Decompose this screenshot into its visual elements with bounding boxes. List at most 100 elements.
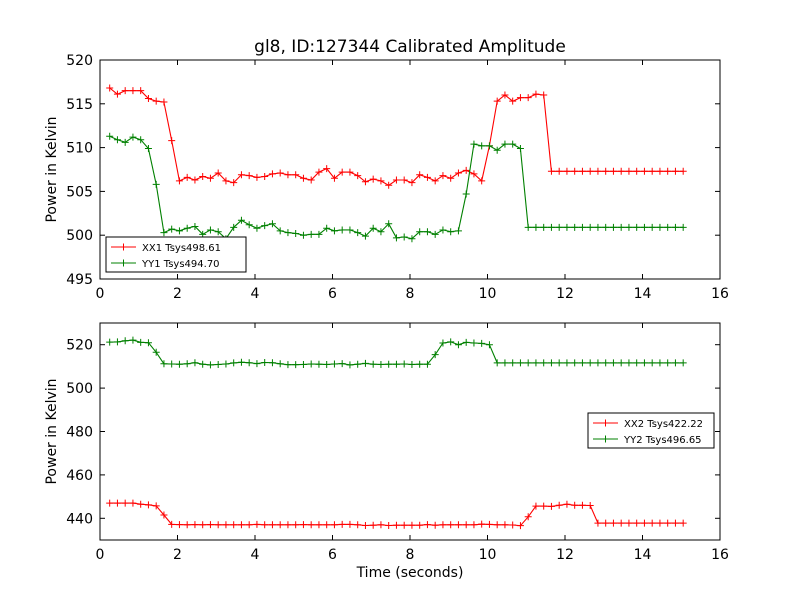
data-point (640, 519, 648, 527)
data-point (369, 224, 377, 232)
data-point (361, 178, 369, 186)
data-point (664, 223, 672, 231)
data-point (113, 136, 121, 144)
legend-box (587, 412, 715, 449)
data-point (245, 359, 253, 367)
data-point (633, 519, 641, 527)
data-point (323, 224, 331, 232)
data-point (633, 359, 641, 367)
data-point (532, 359, 540, 367)
data-point (571, 223, 579, 231)
data-point (253, 520, 261, 528)
data-point (679, 167, 687, 175)
data-point (315, 360, 323, 368)
data-point (547, 502, 555, 510)
data-point (586, 167, 594, 175)
data-point (555, 501, 563, 509)
data-point (299, 231, 307, 239)
data-point (377, 228, 385, 236)
data-point (292, 171, 300, 179)
data-point (237, 171, 245, 179)
data-point (183, 360, 191, 368)
data-point (284, 171, 292, 179)
data-point (299, 360, 307, 368)
data-point (640, 167, 648, 175)
data-point (640, 359, 648, 367)
data-point (121, 499, 129, 507)
y-tick-label: 505 (66, 184, 93, 200)
data-point (671, 519, 679, 527)
data-point (431, 230, 439, 238)
x-tick-label: 14 (634, 286, 652, 302)
data-point (671, 359, 679, 367)
data-point (408, 521, 416, 529)
data-point (439, 226, 447, 234)
x-tick-label: 4 (251, 547, 260, 563)
y-tick-label: 440 (66, 511, 93, 527)
data-point (230, 359, 238, 367)
data-point (199, 173, 207, 181)
data-point (594, 519, 602, 527)
data-point (191, 521, 199, 529)
data-point (609, 359, 617, 367)
data-point (454, 169, 462, 177)
data-point (129, 336, 137, 344)
data-point (144, 339, 152, 347)
data-point (664, 167, 672, 175)
data-point (478, 142, 486, 150)
data-point (609, 223, 617, 231)
legend-label: XX2 Tsys422.22 (624, 419, 703, 430)
data-point (400, 176, 408, 184)
data-point (175, 521, 183, 529)
data-point (175, 177, 183, 185)
data-point (144, 501, 152, 509)
data-point (462, 338, 470, 346)
data-point (462, 190, 470, 198)
data-point (106, 84, 114, 92)
data-point (400, 360, 408, 368)
data-point (385, 181, 393, 189)
series-line (109, 87, 684, 186)
data-point (253, 173, 261, 181)
data-point (354, 360, 362, 368)
data-point (183, 224, 191, 232)
data-point (183, 173, 191, 181)
data-point (292, 361, 300, 369)
top-chart: 0 2 4 6 8 10 12 14 16 495 500 505 510 515 520 Power in … (44, 53, 729, 302)
data-point (431, 521, 439, 529)
data-point (113, 499, 121, 507)
data-point (191, 176, 199, 184)
x-tick-label: 0 (96, 547, 105, 563)
data-point (307, 176, 315, 184)
data-point (106, 338, 114, 346)
data-point (330, 360, 338, 368)
data-point (175, 227, 183, 235)
data-point (214, 360, 222, 368)
data-point (617, 519, 625, 527)
data-point (578, 223, 586, 231)
data-point (656, 519, 664, 527)
data-point (447, 521, 455, 529)
data-point (439, 172, 447, 180)
data-point (261, 222, 269, 230)
data-point (160, 360, 168, 368)
data-point (563, 167, 571, 175)
series-1 (106, 84, 687, 189)
data-point (222, 177, 230, 185)
data-point (268, 521, 276, 529)
data-point (113, 90, 121, 98)
data-point (540, 502, 548, 510)
data-point (516, 144, 524, 152)
data-point (230, 223, 238, 231)
data-point (454, 227, 462, 235)
data-point (493, 146, 501, 154)
x-tick-label: 12 (556, 286, 574, 302)
data-point (330, 227, 338, 235)
legend-label: XX1 Tsys498.61 (142, 243, 221, 254)
data-point (679, 223, 687, 231)
y-tick-label: 520 (66, 53, 93, 69)
data-point (609, 167, 617, 175)
data-point (323, 360, 331, 368)
data-point (586, 359, 594, 367)
data-point (168, 520, 176, 528)
